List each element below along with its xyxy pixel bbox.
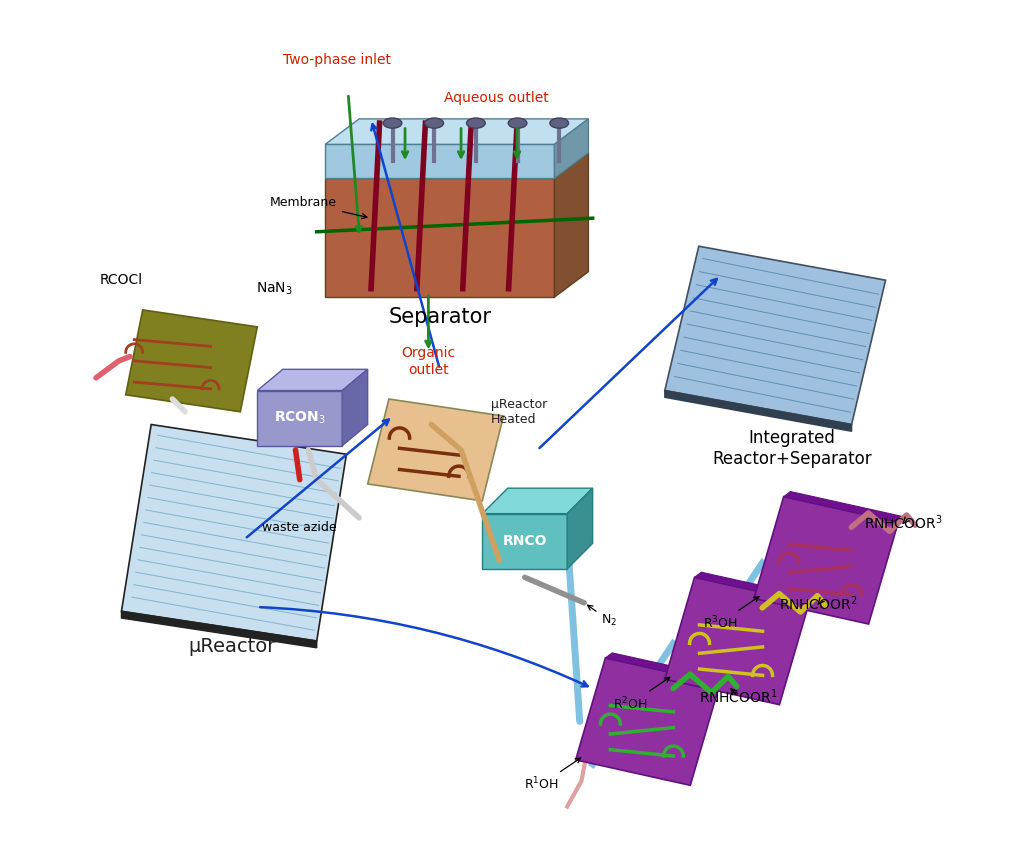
Polygon shape — [257, 391, 342, 446]
Text: Membrane: Membrane — [270, 196, 367, 218]
Polygon shape — [605, 653, 727, 683]
Text: waste azide: waste azide — [262, 520, 337, 534]
Polygon shape — [126, 310, 257, 412]
Polygon shape — [122, 424, 346, 641]
Polygon shape — [575, 658, 720, 785]
Polygon shape — [326, 178, 554, 297]
Ellipse shape — [425, 118, 443, 128]
Text: NaN$_3$: NaN$_3$ — [256, 281, 293, 297]
Text: Organic
outlet: Organic outlet — [401, 346, 456, 377]
Text: RCOCl: RCOCl — [100, 273, 143, 288]
Polygon shape — [554, 119, 589, 178]
Text: N$_2$: N$_2$ — [588, 605, 617, 628]
Polygon shape — [567, 488, 593, 569]
Polygon shape — [554, 153, 589, 297]
Text: RCON$_3$: RCON$_3$ — [273, 410, 326, 426]
Polygon shape — [665, 391, 852, 431]
Text: μReactor: μReactor — [188, 637, 275, 655]
Polygon shape — [326, 153, 589, 178]
Text: μReactor
Heated: μReactor Heated — [490, 398, 547, 425]
Text: R$^2$OH: R$^2$OH — [613, 678, 670, 712]
Polygon shape — [665, 577, 809, 705]
Polygon shape — [342, 369, 368, 446]
Polygon shape — [368, 399, 504, 501]
Polygon shape — [783, 492, 905, 522]
Polygon shape — [482, 514, 567, 569]
Text: R$^3$OH: R$^3$OH — [702, 597, 759, 632]
Ellipse shape — [383, 118, 401, 128]
Text: Separator: Separator — [388, 306, 492, 327]
Ellipse shape — [550, 118, 568, 128]
Polygon shape — [482, 488, 593, 514]
Polygon shape — [665, 246, 886, 424]
Text: R$^1$OH: R$^1$OH — [524, 758, 581, 793]
Polygon shape — [326, 119, 589, 144]
Text: Two-phase inlet: Two-phase inlet — [283, 53, 391, 67]
Text: Integrated
Reactor+Separator: Integrated Reactor+Separator — [713, 429, 872, 468]
Polygon shape — [326, 144, 554, 178]
Text: RNHCOOR$^2$: RNHCOOR$^2$ — [779, 594, 858, 613]
Polygon shape — [754, 497, 898, 624]
Polygon shape — [257, 369, 368, 391]
Text: RNHCOOR$^1$: RNHCOOR$^1$ — [698, 687, 777, 706]
Text: RNCO: RNCO — [503, 534, 547, 548]
Text: Aqueous outlet: Aqueous outlet — [444, 91, 549, 105]
Ellipse shape — [467, 118, 485, 128]
Polygon shape — [694, 572, 816, 603]
Ellipse shape — [508, 118, 527, 128]
Polygon shape — [122, 611, 316, 648]
Text: RNHCOOR$^3$: RNHCOOR$^3$ — [864, 514, 943, 532]
